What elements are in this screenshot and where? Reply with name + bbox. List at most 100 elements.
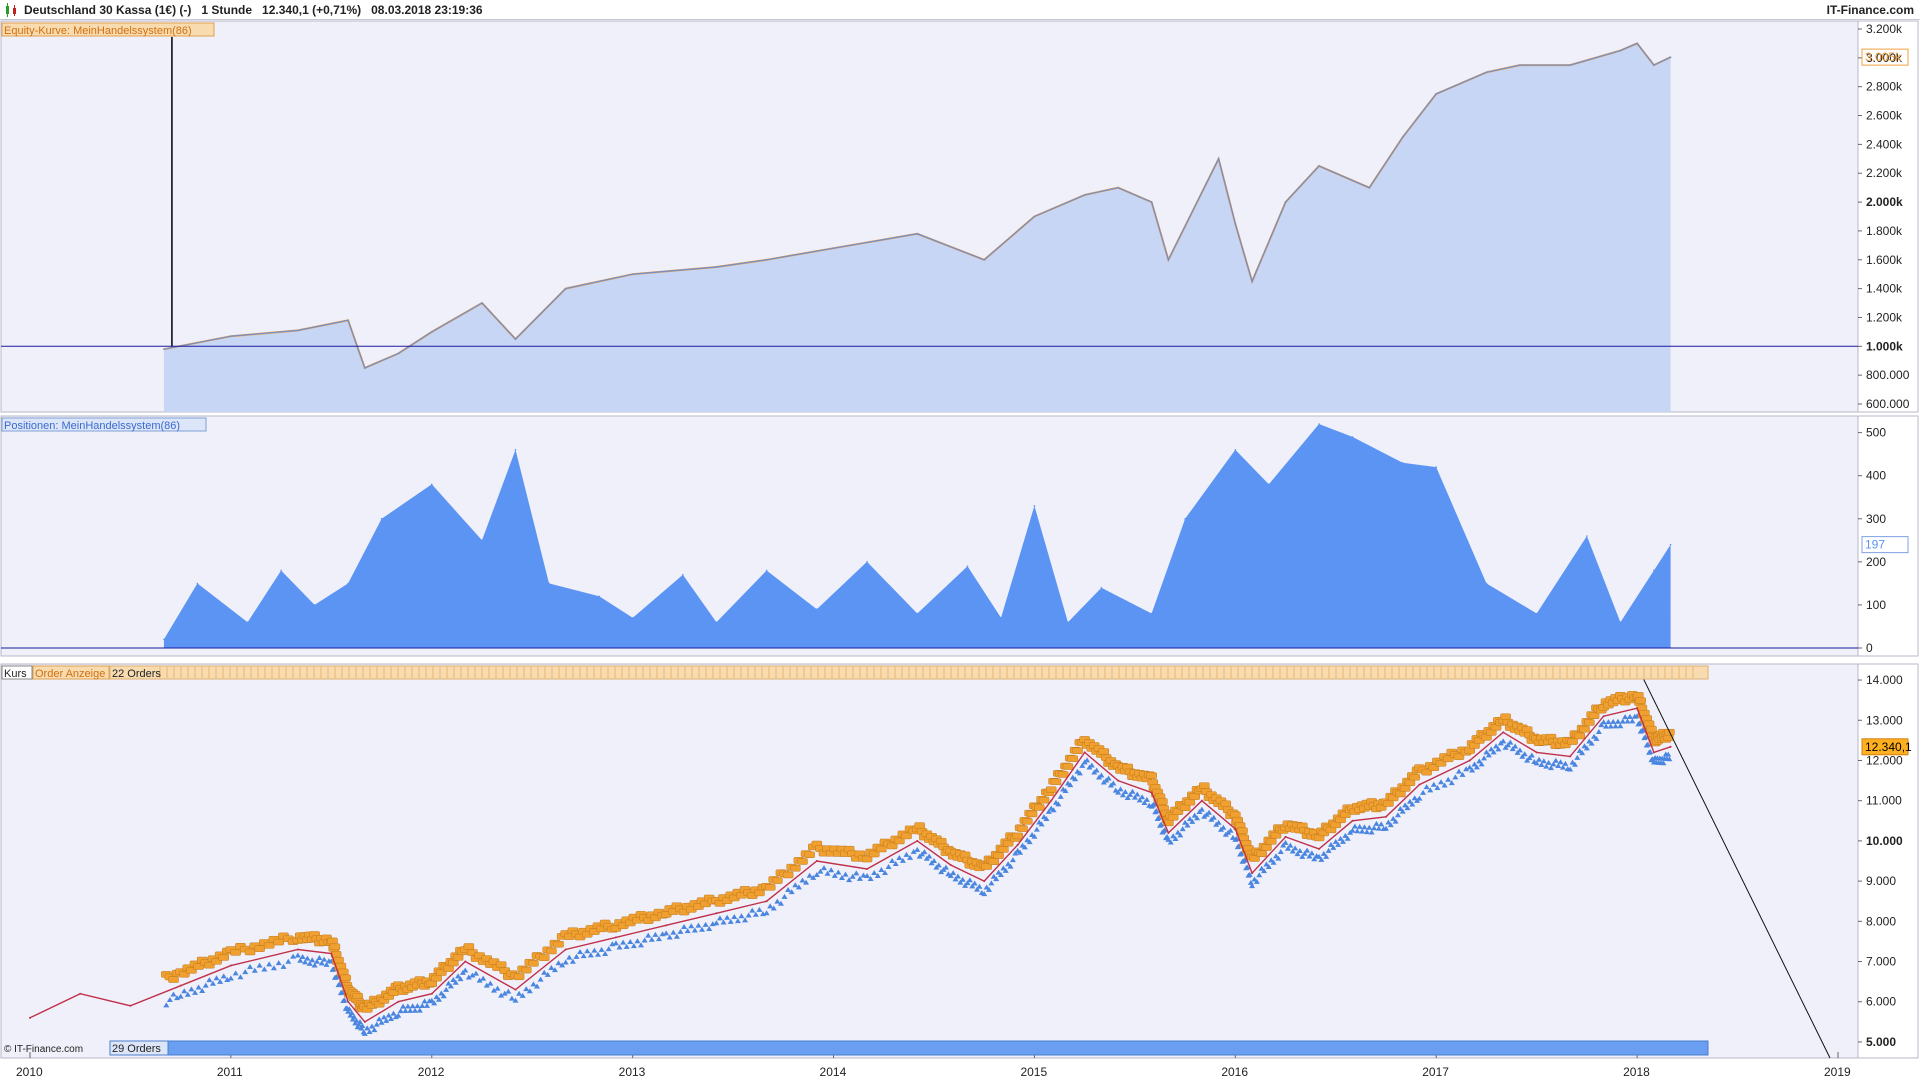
- order-buy-marker: [349, 1016, 356, 1022]
- positions-panel-label: Positionen: MeinHandelssystem(86): [4, 420, 180, 432]
- order-buy-marker: [1122, 789, 1129, 795]
- order-buy-marker: [1198, 806, 1205, 812]
- order-buy-marker: [357, 1019, 364, 1025]
- order-buy-marker: [217, 978, 224, 984]
- bottom-order-strip[interactable]: [109, 1040, 1709, 1056]
- order-buy-marker: [598, 946, 605, 952]
- order-buy-marker: [347, 1012, 354, 1018]
- panel-price: [0, 663, 1859, 1059]
- order-buy-marker: [1299, 853, 1306, 859]
- positions-point: [196, 582, 199, 585]
- order-buy-marker: [1306, 853, 1313, 859]
- order-buy-marker: [942, 864, 949, 870]
- order-buy-marker: [519, 992, 526, 998]
- positions-point: [430, 483, 433, 486]
- price-point: [983, 880, 986, 883]
- order-buy-marker: [1640, 726, 1647, 732]
- equity-point: [983, 258, 986, 261]
- x-tick-label: 2010: [16, 1065, 43, 1079]
- title-bar: Deutschland 30 Kassa (1€) (-) 1 Stunde 1…: [0, 0, 1920, 20]
- order-buy-marker: [910, 848, 917, 854]
- order-sell-marker: [1256, 850, 1267, 857]
- order-buy-marker: [346, 1006, 353, 1012]
- y-tick-label: 500: [1866, 426, 1886, 440]
- order-buy-marker: [1265, 863, 1272, 869]
- order-buy-marker: [1246, 871, 1253, 877]
- equity-point: [430, 331, 433, 333]
- order-buy-marker: [860, 872, 867, 878]
- order-buy-marker: [534, 983, 541, 989]
- order-anzeige-label: Order Anzeige: [35, 668, 105, 680]
- positions-point: [1485, 582, 1488, 585]
- order-buy-marker: [1354, 828, 1361, 834]
- order-buy-marker: [1359, 828, 1366, 834]
- order-buy-marker: [1459, 771, 1466, 777]
- order-buy-marker: [433, 994, 440, 1000]
- order-buy-marker: [1441, 782, 1448, 788]
- order-sell-marker: [463, 943, 475, 950]
- order-buy-marker: [605, 946, 612, 952]
- order-buy-marker: [584, 948, 591, 954]
- order-buy-marker: [1574, 754, 1581, 760]
- order-buy-marker: [1186, 816, 1193, 822]
- last-value-label: 3.005k: [1865, 50, 1902, 64]
- price-point: [179, 984, 182, 987]
- price-point: [464, 960, 467, 963]
- y-axis-price: [1857, 663, 1919, 1059]
- order-buy-marker: [380, 1014, 387, 1020]
- positions-point: [1318, 423, 1320, 425]
- order-buy-marker: [353, 1017, 360, 1023]
- order-buy-marker: [400, 1003, 407, 1009]
- order-buy-marker: [881, 869, 888, 875]
- price-point: [1016, 843, 1019, 846]
- order-buy-marker: [1325, 847, 1332, 853]
- last-value-box: [1861, 48, 1909, 66]
- order-buy-marker: [473, 970, 480, 976]
- order-buy-marker: [1330, 844, 1337, 850]
- chart-canvas[interactable]: 3.200k 3.000k 2.800k 2.600k 2.400k 2.200k 2.00…: [0, 20, 1920, 1080]
- order-sell-marker: [1026, 810, 1038, 818]
- order-buy-marker: [853, 870, 860, 876]
- order-buy-marker: [385, 1012, 392, 1018]
- order-buy-marker: [1473, 764, 1480, 770]
- order-buy-marker: [1371, 825, 1378, 831]
- order-buy-marker: [1392, 818, 1399, 824]
- order-buy-marker: [1339, 838, 1346, 844]
- order-sell-marker: [1399, 785, 1411, 792]
- positions-point: [598, 595, 600, 598]
- order-buy-marker: [358, 1025, 365, 1031]
- order-buy-marker: [224, 976, 231, 982]
- order-buy-marker: [1007, 863, 1014, 869]
- order-buy-marker: [1342, 832, 1349, 838]
- order-buy-marker: [1514, 749, 1521, 755]
- order-sell-marker: [1017, 825, 1028, 832]
- order-buy-marker: [947, 873, 954, 879]
- positions-point: [514, 449, 517, 451]
- positions-point: [816, 608, 818, 611]
- order-buy-marker: [1562, 760, 1569, 766]
- order-buy-marker: [1005, 861, 1012, 867]
- order-buy-marker: [1438, 779, 1445, 785]
- trend-line[interactable]: [1636, 665, 1831, 1059]
- x-tick-label: 2017: [1422, 1065, 1449, 1079]
- order-buy-marker: [777, 900, 784, 906]
- x-tick-label: 2018: [1623, 1065, 1650, 1079]
- order-buy-marker: [1304, 847, 1311, 853]
- order-buy-marker: [1220, 824, 1227, 830]
- order-sell-marker: [886, 842, 898, 850]
- brand-label[interactable]: IT-Finance.com: [1826, 3, 1914, 17]
- equity-point: [1569, 64, 1571, 66]
- order-buy-marker: [1151, 801, 1158, 807]
- order-sell-marker: [1521, 726, 1533, 733]
- order-buy-marker: [1174, 829, 1181, 835]
- order-anzeige-tag[interactable]: [32, 665, 110, 680]
- order-buy-marker: [505, 988, 512, 994]
- positions-point: [1653, 569, 1655, 572]
- y-tick-label: 1.000k: [1866, 339, 1903, 353]
- order-sell-marker: [988, 858, 1000, 866]
- order-buy-marker: [242, 969, 249, 975]
- order-buy-marker: [192, 989, 199, 995]
- order-sell-marker: [993, 852, 1004, 859]
- bottom-orders-tag[interactable]: [109, 1040, 169, 1056]
- order-sell-marker: [1057, 771, 1069, 778]
